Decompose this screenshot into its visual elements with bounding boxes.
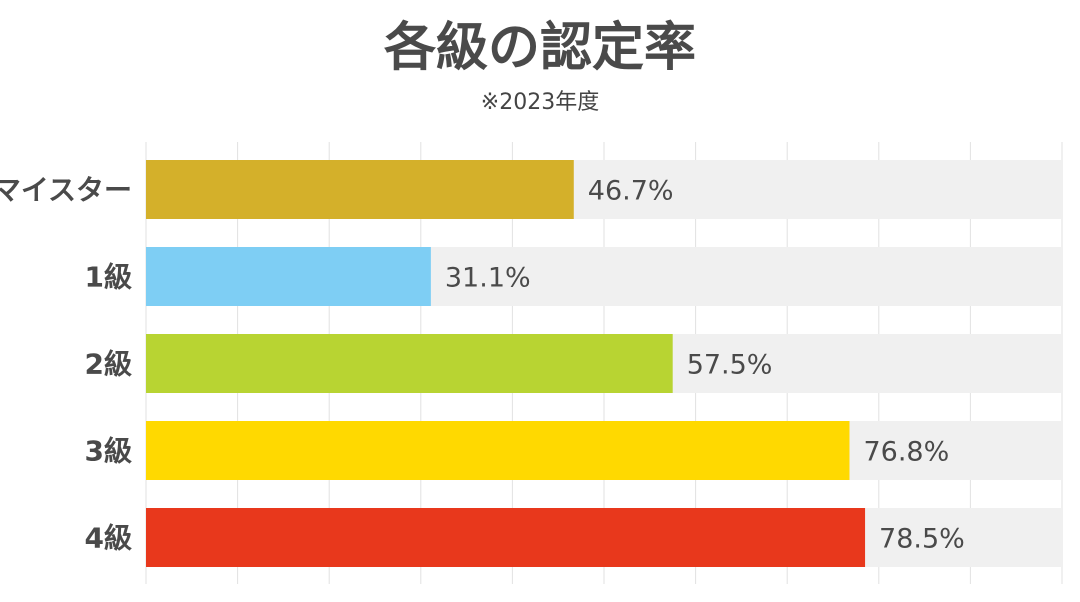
bars [146, 160, 866, 567]
bar [146, 160, 574, 219]
labels: マイスター 46.7% 1級 31.1% 2級 57.5% 3級 76.8% 4級 78.5% [0, 174, 965, 555]
bar [146, 247, 431, 306]
category-label: 2級 [85, 348, 132, 381]
category-label: 3級 [85, 435, 132, 468]
bar [146, 421, 850, 480]
category-label: 4級 [85, 522, 132, 555]
value-label: 31.1% [445, 263, 531, 294]
category-label: 1級 [85, 261, 132, 294]
bar [146, 508, 866, 567]
chart-title: 各級の認定率 [383, 18, 696, 78]
bar [146, 334, 673, 393]
value-label: 46.7% [588, 176, 674, 207]
chart-subtitle: ※2023年度 [480, 90, 600, 115]
value-label: 76.8% [863, 437, 949, 468]
value-label: 78.5% [879, 524, 965, 555]
category-label: マイスター [0, 174, 132, 207]
value-label: 57.5% [687, 350, 773, 381]
